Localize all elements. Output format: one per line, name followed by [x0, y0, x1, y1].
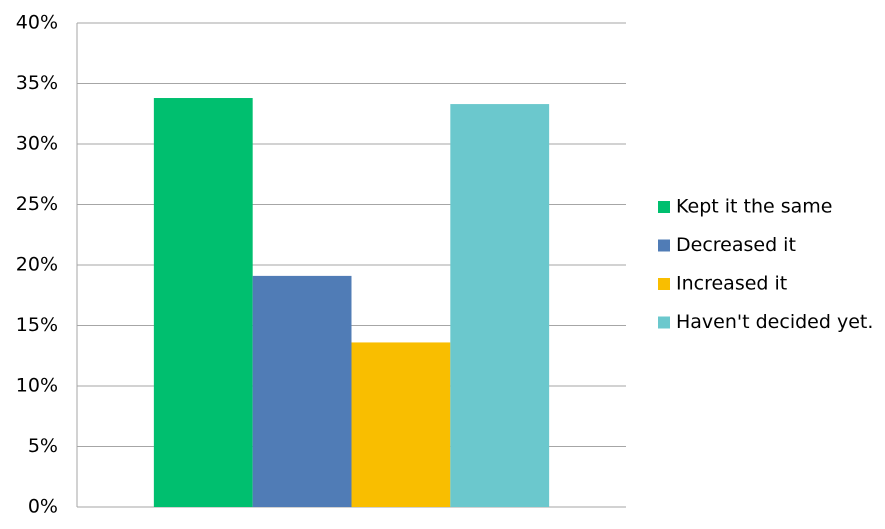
- bar: [351, 342, 451, 507]
- legend-swatch: [658, 316, 670, 329]
- y-tick-label: 25%: [16, 193, 58, 215]
- y-tick-label: 15%: [16, 314, 58, 336]
- y-tick-label: 10%: [16, 375, 58, 397]
- bar: [153, 98, 253, 508]
- legend-label: Decreased it: [676, 234, 796, 256]
- y-tick-label: 35%: [16, 72, 58, 94]
- y-tick-label: 5%: [28, 435, 58, 457]
- y-tick-label: 30%: [16, 133, 58, 155]
- y-tick-label: 20%: [16, 254, 58, 276]
- legend-swatch: [658, 201, 670, 213]
- bar: [252, 275, 352, 507]
- legend-label: Haven't decided yet.: [676, 311, 873, 333]
- legend-label: Kept it the same: [676, 196, 832, 218]
- y-tick-label: 0%: [28, 496, 58, 518]
- y-tick-label: 40%: [16, 12, 58, 34]
- legend-swatch: [658, 239, 670, 252]
- legend-label: Increased it: [676, 273, 787, 295]
- legend-swatch: [658, 278, 670, 290]
- bar: [450, 104, 550, 507]
